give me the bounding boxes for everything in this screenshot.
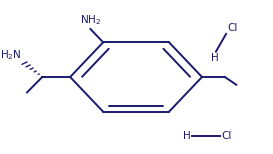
Text: NH$_2$: NH$_2$ (80, 13, 101, 27)
Text: H$_2$N: H$_2$N (1, 49, 22, 62)
Text: H: H (211, 53, 219, 63)
Text: Cl: Cl (221, 131, 232, 141)
Text: H: H (183, 131, 191, 141)
Text: Cl: Cl (227, 23, 238, 33)
